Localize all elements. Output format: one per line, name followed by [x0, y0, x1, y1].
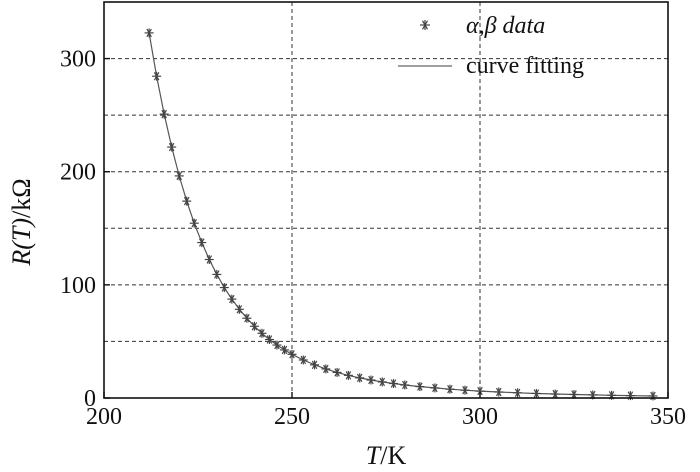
data-point [272, 340, 282, 350]
data-point [219, 283, 229, 293]
data-point [182, 196, 192, 206]
y-axis-label-symbol: R(T) [7, 218, 36, 267]
x-tick-label: 350 [650, 404, 686, 430]
data-point [212, 269, 222, 279]
y-axis-label: R(T)/kΩ [7, 178, 36, 266]
data-point [513, 388, 523, 398]
data-point [430, 383, 440, 393]
data-point [494, 387, 504, 397]
data-point [152, 71, 162, 81]
y-tick-label: 300 [60, 47, 96, 73]
data-point [550, 389, 560, 399]
y-tick-label: 200 [60, 160, 96, 186]
data-point [197, 238, 207, 248]
data-point [389, 379, 399, 389]
data-point [167, 142, 177, 152]
data-point [366, 375, 376, 385]
data-point [400, 380, 410, 390]
data-point [377, 377, 387, 387]
x-axis-label-unit: /K [380, 441, 406, 470]
legend-marker-asterisk [420, 20, 430, 30]
y-tick-label: 0 [84, 386, 96, 412]
data-point [607, 390, 617, 400]
data-point [234, 304, 244, 314]
marker-layer [144, 28, 658, 401]
ticks: 200 250 300 350 0 100 200 300 [60, 47, 686, 430]
data-point [144, 28, 154, 38]
data-point [648, 391, 658, 401]
data-point [227, 294, 237, 304]
data-point [415, 382, 425, 392]
data-point [287, 349, 297, 359]
data-point [531, 388, 541, 398]
y-tick-label: 100 [60, 273, 96, 299]
legend-label-fit: curve fitting [466, 53, 584, 79]
data-point [242, 313, 252, 323]
data-point [174, 171, 184, 181]
x-tick-label: 250 [274, 404, 310, 430]
data-point [204, 255, 214, 265]
data-point [355, 373, 365, 383]
data-point [460, 385, 470, 395]
data-point [445, 384, 455, 394]
legend-label-data: α,β data [466, 13, 545, 39]
x-tick-label: 200 [86, 404, 122, 430]
y-axis-label-unit: /kΩ [7, 178, 36, 218]
data-point [264, 335, 274, 345]
data-point [159, 109, 169, 119]
legend-marker-data [420, 20, 430, 30]
plot-frame [103, 1, 669, 399]
data-point [310, 360, 320, 370]
data-point [189, 218, 199, 228]
legend: α,β data curve fitting [398, 13, 584, 79]
data-point [279, 345, 289, 355]
data-point [321, 364, 331, 374]
data-point [249, 321, 259, 331]
data-point [298, 355, 308, 365]
x-axis-label-symbol: T [366, 441, 382, 470]
data-point [332, 367, 342, 377]
grid [104, 2, 668, 398]
data-point [343, 370, 353, 380]
x-axis-label: T/K [366, 441, 407, 470]
data-point [257, 328, 267, 338]
x-tick-label: 300 [462, 404, 498, 430]
